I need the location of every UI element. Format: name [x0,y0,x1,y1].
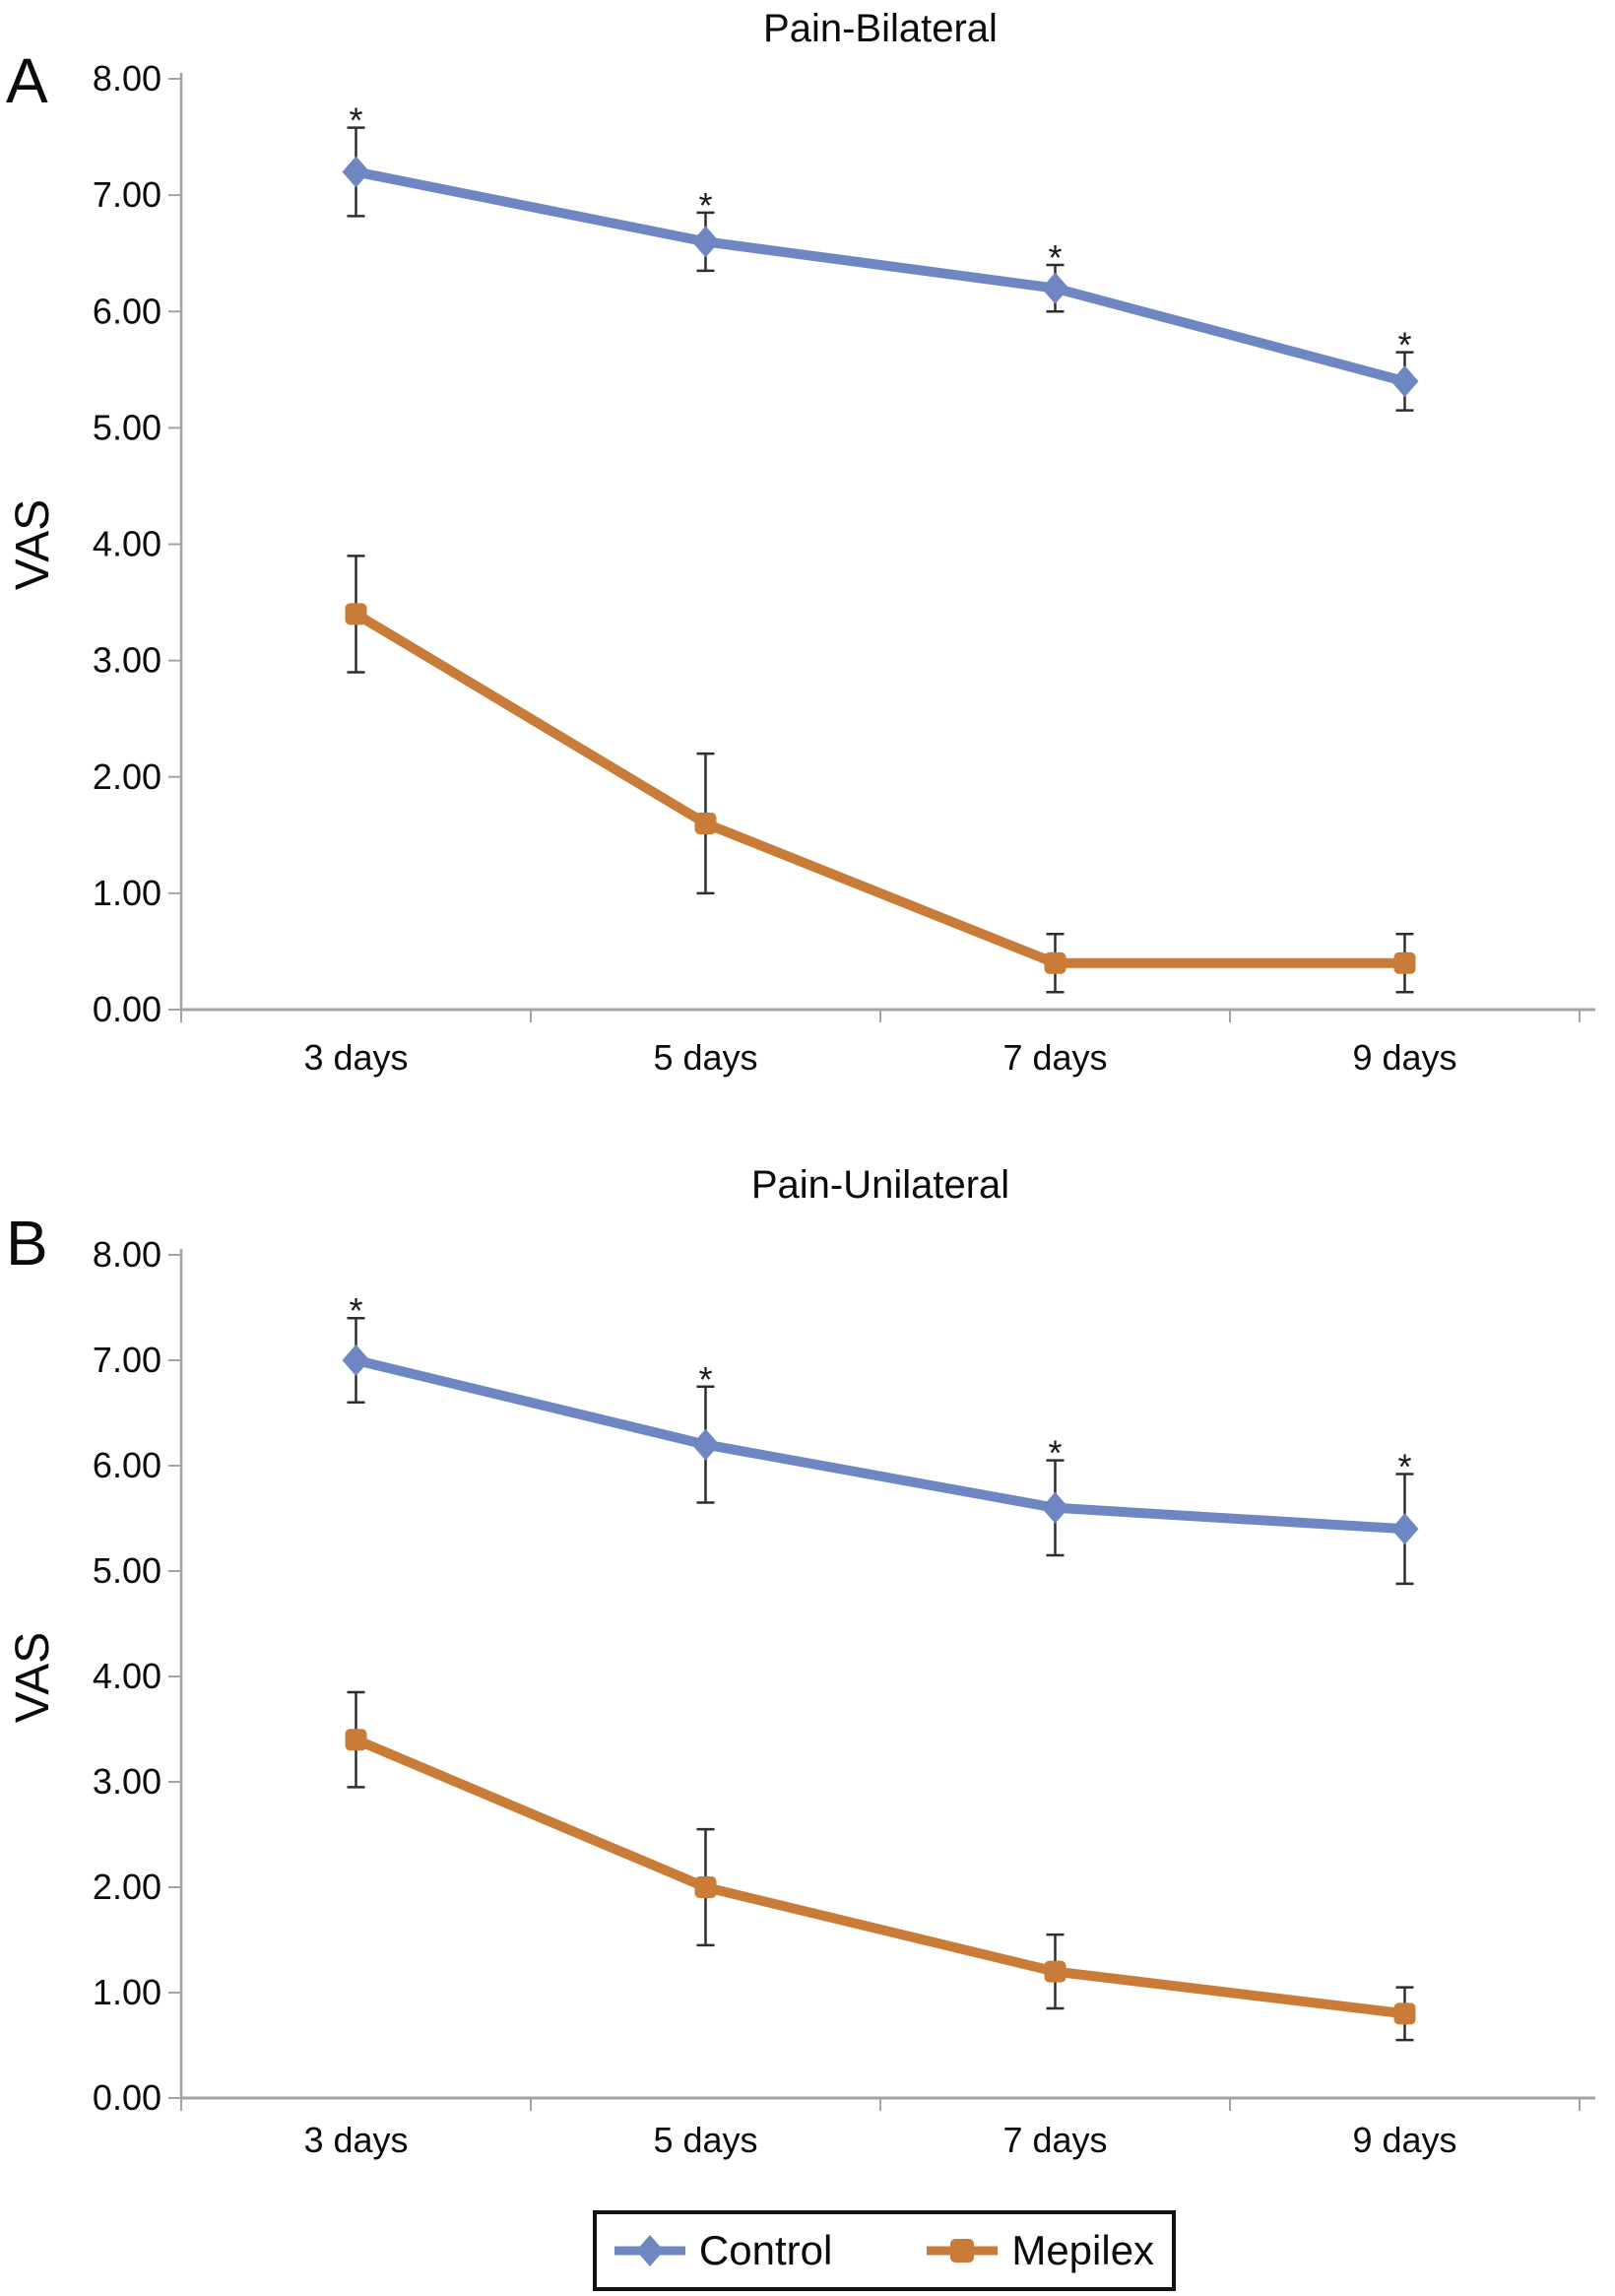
legend: Control Mepilex [593,2210,1176,2291]
significance-asterisk: * [349,1290,362,1331]
data-point-marker [345,603,367,625]
significance-asterisk: * [698,185,712,226]
significance-asterisk: * [349,100,362,141]
series-line [351,1735,1410,2019]
y-tick-label: 2.00 [93,756,162,797]
x-category-label: 7 days [1002,1037,1107,1078]
panel-a-label: A [6,45,48,116]
significance-asterisk: * [698,1359,712,1400]
panel-b-label: B [6,1208,48,1279]
y-axis [168,1249,183,2099]
y-tick-label: 1.00 [93,873,162,913]
y-tick-label: 7.00 [93,174,162,215]
data-point-marker [694,1876,717,1898]
data-point-marker [950,2239,975,2263]
error-bars [347,1316,1414,1586]
significance-asterisk: * [1397,325,1411,365]
y-tick-label: 5.00 [93,407,162,447]
y-tick-label: 0.00 [93,2077,162,2118]
data-point-marker [1393,951,1416,974]
series-mepilex [345,1690,1416,2042]
x-category-label: 5 days [653,2120,757,2160]
y-tick-label: 6.00 [93,291,162,331]
data-point-marker [635,2235,664,2266]
error-bars [347,1690,1414,2042]
y-tick-labels: 8.00 7.00 6.00 5.00 4.00 3.00 2.00 1.00 0.00 [93,1234,162,2118]
y-tick-label: 0.00 [93,989,162,1029]
x-category-label: 5 days [653,1037,757,1078]
data-point-marker [342,156,370,188]
x-category-label: 3 days [303,1037,408,1078]
series-line [351,166,1410,387]
series-line [351,1355,1410,1535]
x-category-label: 9 days [1352,1037,1456,1078]
y-tick-label: 7.00 [93,1340,162,1380]
data-point-markers [345,603,1416,974]
x-axis [180,2096,1595,2111]
legend-item-control: Control [614,2227,832,2274]
legend-item-mepilex: Mepilex [927,2227,1154,2274]
data-point-marker [691,1428,720,1461]
significance-asterisk: * [1048,237,1062,278]
x-category-labels: 3 days 5 days 7 days 9 days [303,2120,1456,2160]
panel-a-chart: 8.00 7.00 6.00 5.00 4.00 3.00 2.00 1.00 0.00 3 da… [93,58,1595,1078]
data-point-marker [1044,951,1066,974]
y-tick-label: 4.00 [93,1656,162,1696]
data-point-marker [1390,365,1419,398]
series-control: * * * * [342,1290,1419,1586]
significance-markers: * * * * [349,1290,1411,1486]
data-point-marker [694,813,717,834]
mepilex-line-square-icon [927,2239,999,2263]
series-mepilex [345,555,1416,994]
data-point-markers [342,156,1419,398]
data-point-marker [1041,272,1069,304]
significance-asterisk: * [1397,1447,1411,1487]
series-control: * * * * [342,100,1419,412]
data-point-marker [345,1729,367,1751]
panel-b-title: Pain-Unilateral [750,1163,1010,1207]
y-tick-label: 4.00 [93,524,162,564]
panel-b-chart: 8.00 7.00 6.00 5.00 4.00 3.00 2.00 1.00 0.00 3 da… [93,1234,1595,2160]
y-tick-label: 6.00 [93,1445,162,1485]
significance-markers: * * * * [349,100,1411,365]
y-tick-label: 8.00 [93,58,162,98]
x-category-label: 9 days [1352,2120,1456,2160]
legend-label-control: Control [698,2227,833,2273]
data-point-markers [342,1345,1419,1545]
x-category-label: 3 days [303,2120,408,2160]
y-tick-label: 8.00 [93,1234,162,1275]
y-tick-label: 1.00 [93,1972,162,2012]
panel-a-title: Pain-Bilateral [763,7,998,50]
y-tick-label: 3.00 [93,1761,162,1802]
x-axis [180,1008,1595,1022]
y-tick-label: 2.00 [93,1867,162,1907]
y-tick-label: 5.00 [93,1550,162,1591]
data-point-marker [342,1345,370,1376]
legend-label-mepilex: Mepilex [1011,2227,1155,2273]
data-point-markers [345,1729,1416,2025]
data-point-marker [1044,1960,1066,1983]
y-tick-labels: 8.00 7.00 6.00 5.00 4.00 3.00 2.00 1.00 0.00 [93,58,162,1029]
series-line [351,609,1410,968]
significance-asterisk: * [1048,1433,1062,1474]
data-point-marker [1393,2002,1416,2025]
x-category-label: 7 days [1002,2120,1107,2160]
error-bars [347,555,1414,994]
data-point-marker [1041,1491,1069,1524]
data-point-marker [691,226,720,258]
y-axis [168,73,183,1011]
x-category-labels: 3 days 5 days 7 days 9 days [303,1037,1456,1078]
y-tick-label: 3.00 [93,640,162,681]
data-point-marker [1390,1513,1419,1545]
control-line-diamond-icon [614,2235,685,2266]
